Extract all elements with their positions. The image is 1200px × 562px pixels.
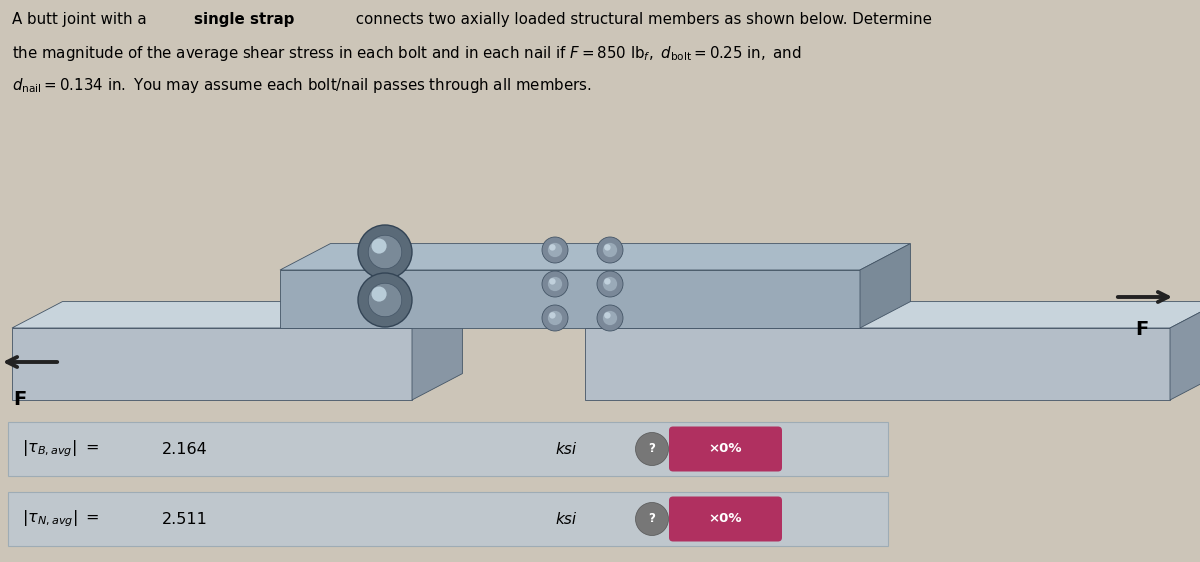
- Polygon shape: [586, 328, 1170, 400]
- Polygon shape: [412, 302, 462, 400]
- Circle shape: [548, 311, 562, 325]
- Circle shape: [383, 250, 396, 263]
- Circle shape: [550, 312, 556, 319]
- FancyBboxPatch shape: [670, 427, 782, 472]
- Circle shape: [372, 287, 386, 302]
- Polygon shape: [1170, 302, 1200, 400]
- Text: 2.164: 2.164: [162, 442, 208, 456]
- Circle shape: [604, 312, 611, 319]
- Text: the magnitude of the average shear stress in each bolt and in each nail if $F = : the magnitude of the average shear stres…: [12, 44, 802, 63]
- Circle shape: [542, 271, 568, 297]
- Circle shape: [368, 283, 402, 317]
- Circle shape: [604, 244, 611, 251]
- Circle shape: [548, 243, 562, 257]
- Circle shape: [602, 311, 617, 325]
- Circle shape: [602, 277, 617, 291]
- Circle shape: [598, 271, 623, 297]
- FancyBboxPatch shape: [8, 422, 888, 476]
- Circle shape: [358, 225, 412, 279]
- Polygon shape: [280, 270, 860, 328]
- Polygon shape: [280, 243, 911, 270]
- FancyBboxPatch shape: [8, 492, 888, 546]
- Circle shape: [542, 305, 568, 331]
- Circle shape: [372, 238, 386, 253]
- Circle shape: [550, 244, 556, 251]
- Polygon shape: [12, 302, 462, 328]
- Text: ?: ?: [648, 513, 655, 525]
- FancyBboxPatch shape: [670, 496, 782, 542]
- Text: ksi: ksi: [554, 442, 576, 456]
- Circle shape: [598, 305, 623, 331]
- Text: connects two axially loaded structural members as shown below. Determine: connects two axially loaded structural m…: [352, 12, 932, 27]
- Text: ?: ?: [648, 442, 655, 455]
- Circle shape: [383, 297, 396, 311]
- Text: single strap: single strap: [193, 12, 294, 27]
- Text: F: F: [13, 390, 26, 409]
- Text: $|\tau_{B,avg}|\ =$: $|\tau_{B,avg}|\ =$: [22, 439, 98, 459]
- Circle shape: [598, 237, 623, 263]
- Polygon shape: [12, 328, 412, 400]
- Circle shape: [636, 433, 668, 465]
- Circle shape: [602, 243, 617, 257]
- Text: ×0%: ×0%: [709, 513, 743, 525]
- Polygon shape: [860, 243, 911, 328]
- Text: F: F: [1135, 320, 1148, 339]
- Text: A butt joint with a: A butt joint with a: [12, 12, 151, 27]
- Text: 2.511: 2.511: [162, 511, 208, 527]
- Circle shape: [542, 237, 568, 263]
- Text: ×0%: ×0%: [709, 442, 743, 455]
- Circle shape: [548, 277, 562, 291]
- Text: $d_{\mathrm{nail}} = 0.134\ \mathrm{in}.$ You may assume each bolt/nail passes t: $d_{\mathrm{nail}} = 0.134\ \mathrm{in}.…: [12, 76, 592, 95]
- Circle shape: [604, 278, 611, 284]
- Text: $|\tau_{N,avg}|\ =$: $|\tau_{N,avg}|\ =$: [22, 509, 100, 529]
- Polygon shape: [586, 302, 1200, 328]
- Text: ksi: ksi: [554, 511, 576, 527]
- Circle shape: [358, 273, 412, 327]
- Circle shape: [368, 235, 402, 269]
- Circle shape: [550, 278, 556, 284]
- Circle shape: [636, 502, 668, 536]
